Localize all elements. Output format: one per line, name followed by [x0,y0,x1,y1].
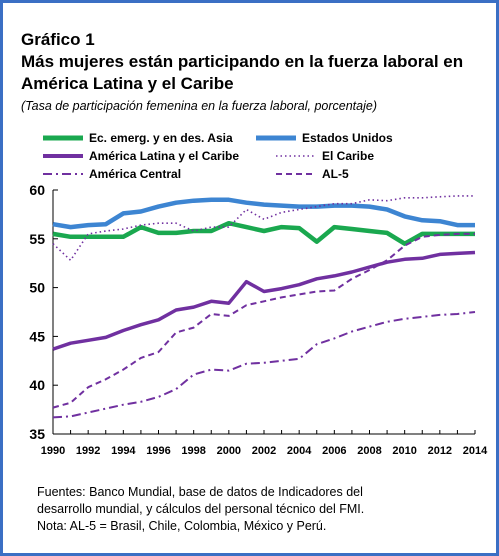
chart-notes: Fuentes: Banco Mundial, base de datos de… [37,484,364,535]
legend-label-latam: América Latina y el Caribe [89,149,240,163]
figure-subtitle: (Tasa de participación femenina en la fu… [21,99,377,113]
legend-swatch-usa [256,135,296,141]
x-tick-label-1992: 1992 [76,445,100,457]
legend-label-caribe: El Caribe [322,149,375,163]
figure-title-line1: Más mujeres están participando en la fue… [21,52,464,71]
x-tick-label-1996: 1996 [146,445,170,457]
y-tick-label-50: 50 [29,280,45,296]
x-tick-label-2012: 2012 [428,445,452,457]
line-chart: 35 40 45 50 55 60 1990 1992 1994 1996 1998 2000 2002… [29,182,488,457]
series-line-latam [52,250,476,351]
x-tick-label-2002: 2002 [252,445,276,457]
x-tick-label-1998: 1998 [181,445,205,457]
legend-swatch-asia [43,135,83,141]
legend-item-central: América Central [43,166,181,182]
x-tick-label-2010: 2010 [392,445,416,457]
legend-swatch-al5 [276,173,316,175]
figure-number: Gráfico 1 [21,30,95,49]
series-line-usa [52,197,475,230]
x-tick-label-2004: 2004 [287,445,312,457]
notes-line-3: Nota: AL-5 = Brasil, Chile, Colombia, Mé… [37,519,327,533]
legend-swatch-central [43,173,83,175]
notes-line-2: desarrollo mundial, y cálculos del perso… [37,502,365,516]
series-line-al5 [52,232,475,409]
figure-title-line2: América Latina y el Caribe [21,74,234,93]
series-line-central [52,311,476,419]
x-tick-label-2000: 2000 [217,445,241,457]
legend-label-asia: Ec. emerg. y en des. Asia [89,131,233,145]
legend-label-al5: AL-5 [322,167,349,181]
y-tick-label-55: 55 [29,231,45,247]
y-tick-label-40: 40 [29,377,45,393]
legend-label-usa: Estados Unidos [302,131,393,145]
legend-item-latam: América Latina y el Caribe [43,148,239,164]
x-tick-label-1994: 1994 [111,445,136,457]
notes-line-1: Fuentes: Banco Mundial, base de datos de… [37,485,363,499]
legend-item-al5: AL-5 [276,166,349,182]
legend-item-usa: Estados Unidos [256,130,393,146]
legend-item-caribe: El Caribe [276,148,374,164]
x-tick-label-2006: 2006 [322,445,346,457]
y-tick-label-35: 35 [29,426,45,442]
legend-swatch-caribe [276,155,316,157]
series-line-asia [52,220,475,246]
series-line-caribe [52,195,475,262]
y-tick-label-45: 45 [29,328,45,344]
x-tick-label-1990: 1990 [41,445,65,457]
legend-item-asia: Ec. emerg. y en des. Asia [43,130,233,146]
x-tick-label-2008: 2008 [357,445,381,457]
legend-label-central: América Central [89,167,182,181]
y-tick-label-60: 60 [29,182,45,198]
x-tick-label-2014: 2014 [463,445,488,457]
legend-swatch-latam [43,154,83,158]
